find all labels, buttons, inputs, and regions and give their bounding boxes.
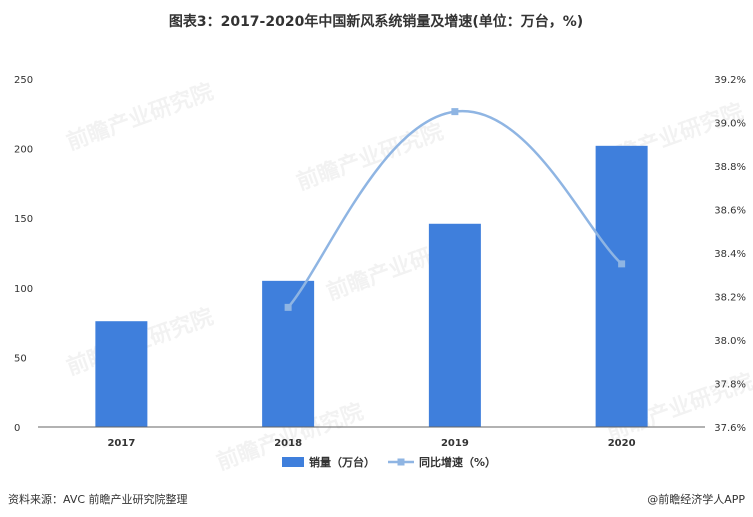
- watermark-text: 前瞻产业研究院: [293, 119, 447, 196]
- growth-point-2018: [284, 303, 292, 311]
- line-series: [284, 108, 626, 311]
- bar-series: [95, 145, 648, 428]
- right-axis-ticks: 37.6% 37.8% 38.0% 38.2% 38.4% 38.6% 38.8% 39.0%…: [714, 75, 746, 434]
- legend-bar-label: 销量（万台）: [309, 455, 375, 469]
- x-tick-label: 2017: [107, 438, 135, 449]
- bar-2019: [428, 223, 481, 427]
- left-tick-label: 250: [14, 75, 33, 86]
- x-tick-label: 2018: [274, 438, 302, 449]
- legend-bar-swatch: [282, 457, 304, 467]
- left-tick-label: 100: [14, 284, 33, 295]
- bar-2018: [262, 280, 315, 427]
- bar-2020: [595, 145, 648, 428]
- watermark-text: 前瞻产业研究院: [63, 79, 217, 156]
- bar-2017: [95, 321, 148, 427]
- left-tick-label: 50: [14, 353, 27, 364]
- right-tick-label: 38.2%: [714, 293, 746, 304]
- legend-line-label: 同比增速（%）: [419, 455, 496, 469]
- chart-title: 图表3：2017-2020年中国新风系统销量及增速(单位：万台，%): [169, 13, 583, 30]
- growth-point-2019: [451, 108, 459, 116]
- chart-legend: 销量（万台） 同比增速（%）: [282, 455, 496, 469]
- right-tick-label: 38.0%: [714, 336, 746, 347]
- left-tick-label: 0: [14, 423, 20, 434]
- left-tick-label: 200: [14, 145, 33, 156]
- source-note: 资料来源：AVC 前瞻产业研究院整理: [8, 493, 188, 506]
- legend-line-marker: [397, 458, 405, 466]
- right-tick-label: 38.6%: [714, 206, 746, 217]
- left-tick-label: 150: [14, 214, 33, 225]
- left-axis-ticks: 0 50 100 150 200 250: [14, 75, 33, 434]
- credit-note: @前瞻经济学人APP: [647, 493, 745, 506]
- right-tick-label: 39.0%: [714, 119, 746, 130]
- x-tick-label: 2019: [441, 438, 469, 449]
- right-tick-label: 37.6%: [714, 423, 746, 434]
- right-tick-label: 38.8%: [714, 162, 746, 173]
- right-tick-label: 37.8%: [714, 380, 746, 391]
- x-axis-ticks: 2017 2018 2019 2020: [107, 438, 635, 449]
- growth-point-2020: [618, 260, 626, 268]
- right-tick-label: 38.4%: [714, 249, 746, 260]
- x-tick-label: 2020: [608, 438, 636, 449]
- right-tick-label: 39.2%: [714, 75, 746, 86]
